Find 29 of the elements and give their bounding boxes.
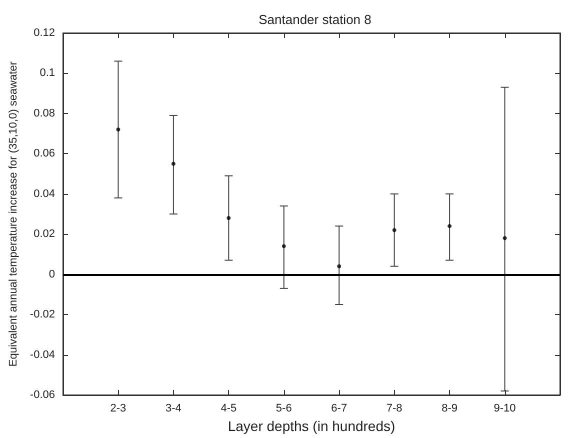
x-tick-label: 6-7 [331,402,348,414]
point [392,228,396,232]
x-tick-label: 4-5 [220,402,237,414]
y-tick-label: 0.04 [34,188,55,200]
x-tick-label: 8-9 [442,402,458,414]
y-tick-label: 0.12 [34,27,55,39]
y-tick-label: 0.08 [34,107,55,120]
point [226,216,231,220]
chart-title: Santander station 8 [258,12,372,27]
point [282,244,286,248]
x-tick-label: 9-10 [494,402,516,414]
point [337,264,342,268]
y-axis-title: Equivalent annual temperature increase for (35,10,0) seawater [8,61,20,367]
y-tick-label: 0.06 [34,148,55,160]
x-tick-label: 3-4 [165,402,182,414]
y-tick-label: 0.1 [40,67,55,80]
y-tick-label: 0.02 [34,228,55,240]
point [171,162,176,166]
y-tick-label: -0.04 [30,348,55,361]
x-tick-label: 2-3 [110,402,126,414]
y-tick-label: 0 [48,268,55,280]
y-tick-label: -0.06 [30,389,55,401]
y-tick-label: -0.02 [30,308,55,321]
point [502,236,507,240]
x-axis-title: Layer depths (in hundreds) [228,418,396,434]
x-tick-label: 5-6 [276,402,292,414]
x-tick-label: 7-8 [386,402,402,414]
point [448,224,452,228]
point [116,128,120,132]
